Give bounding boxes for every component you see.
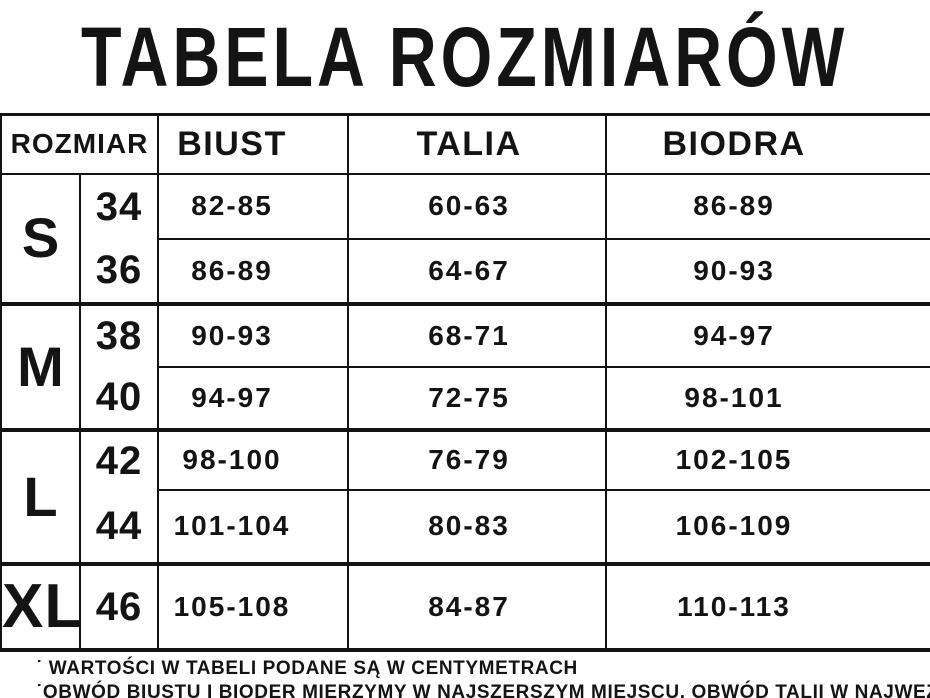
size-group-label-s: S xyxy=(1,173,81,304)
size-value: 44 xyxy=(80,489,159,564)
table-row: M 38 90-93 68-71 94-97 xyxy=(1,301,930,430)
size-value: 40 xyxy=(80,366,159,430)
page-title-area: TABELA ROZMIARÓW xyxy=(0,0,930,113)
hips-range: 102-105 xyxy=(605,427,930,491)
page-title: TABELA ROZMIARÓW xyxy=(81,9,849,104)
size-value: 38 xyxy=(80,301,159,367)
footnote-units: ˙ WARTOŚCI W TABELI PODANE SĄ W CENTYMET… xyxy=(36,657,578,679)
waist-range: 68-71 xyxy=(347,301,606,368)
waist-range: 64-67 xyxy=(347,238,606,304)
bust-range: 82-85 xyxy=(158,173,348,240)
size-group-label-m: M xyxy=(1,301,81,430)
size-group-label-xl: XL xyxy=(1,561,82,650)
size-value: 46 xyxy=(80,561,159,650)
size-value: 42 xyxy=(80,427,159,490)
hips-range: 86-89 xyxy=(605,173,930,240)
bust-range: 90-93 xyxy=(158,301,348,368)
table-row: L 42 98-100 76-79 102-105 xyxy=(1,427,930,564)
footnote-measurement: ˙OBWÓD BIUSTU I BIODER MIERZYMY W NAJSZE… xyxy=(36,681,930,698)
column-header-hips: BIODRA xyxy=(605,114,930,175)
table-row: XL 46 105-108 84-87 110-113 xyxy=(1,561,930,650)
footnotes: ˙ WARTOŚCI W TABELI PODANE SĄ W CENTYMET… xyxy=(0,652,930,698)
column-header-size: ROZMIAR xyxy=(1,114,159,175)
table-row: 40 94-97 72-75 98-101 xyxy=(1,366,930,430)
hips-range: 110-113 xyxy=(605,561,930,650)
bust-range: 101-104 xyxy=(173,510,291,541)
hips-range: 90-93 xyxy=(605,238,930,304)
size-chart-table: ROZMIAR BIUST TALIA BIODRA S 34 82-85 60… xyxy=(0,113,930,652)
hips-range: 106-109 xyxy=(605,489,930,564)
size-value: 36 xyxy=(80,238,159,304)
column-header-bust: BIUST xyxy=(158,114,348,175)
header-row: ROZMIAR BIUST TALIA BIODRA xyxy=(1,114,930,175)
bust-range: 98-100 xyxy=(158,427,348,491)
column-header-waist: TALIA xyxy=(347,114,606,175)
table-row: 36 86-89 64-67 90-93 xyxy=(1,238,930,304)
size-group-label-l: L xyxy=(1,427,81,564)
waist-range: 72-75 xyxy=(347,366,606,430)
table-header: ROZMIAR BIUST TALIA BIODRA xyxy=(1,114,930,175)
hips-range: 94-97 xyxy=(605,301,930,368)
table-row: S 34 82-85 60-63 86-89 xyxy=(1,173,930,304)
bust-range: 94-97 xyxy=(191,381,273,413)
bust-range: 86-89 xyxy=(191,254,273,286)
bust-range: 105-108 xyxy=(158,561,348,650)
waist-range: 80-83 xyxy=(347,489,606,564)
table-row: 44 101-104 80-83 106-109 xyxy=(1,489,930,564)
waist-range: 76-79 xyxy=(347,427,606,491)
size-value: 34 xyxy=(80,173,159,239)
hips-range: 98-101 xyxy=(605,366,930,430)
waist-range: 84-87 xyxy=(347,561,606,650)
waist-range: 60-63 xyxy=(347,173,606,240)
